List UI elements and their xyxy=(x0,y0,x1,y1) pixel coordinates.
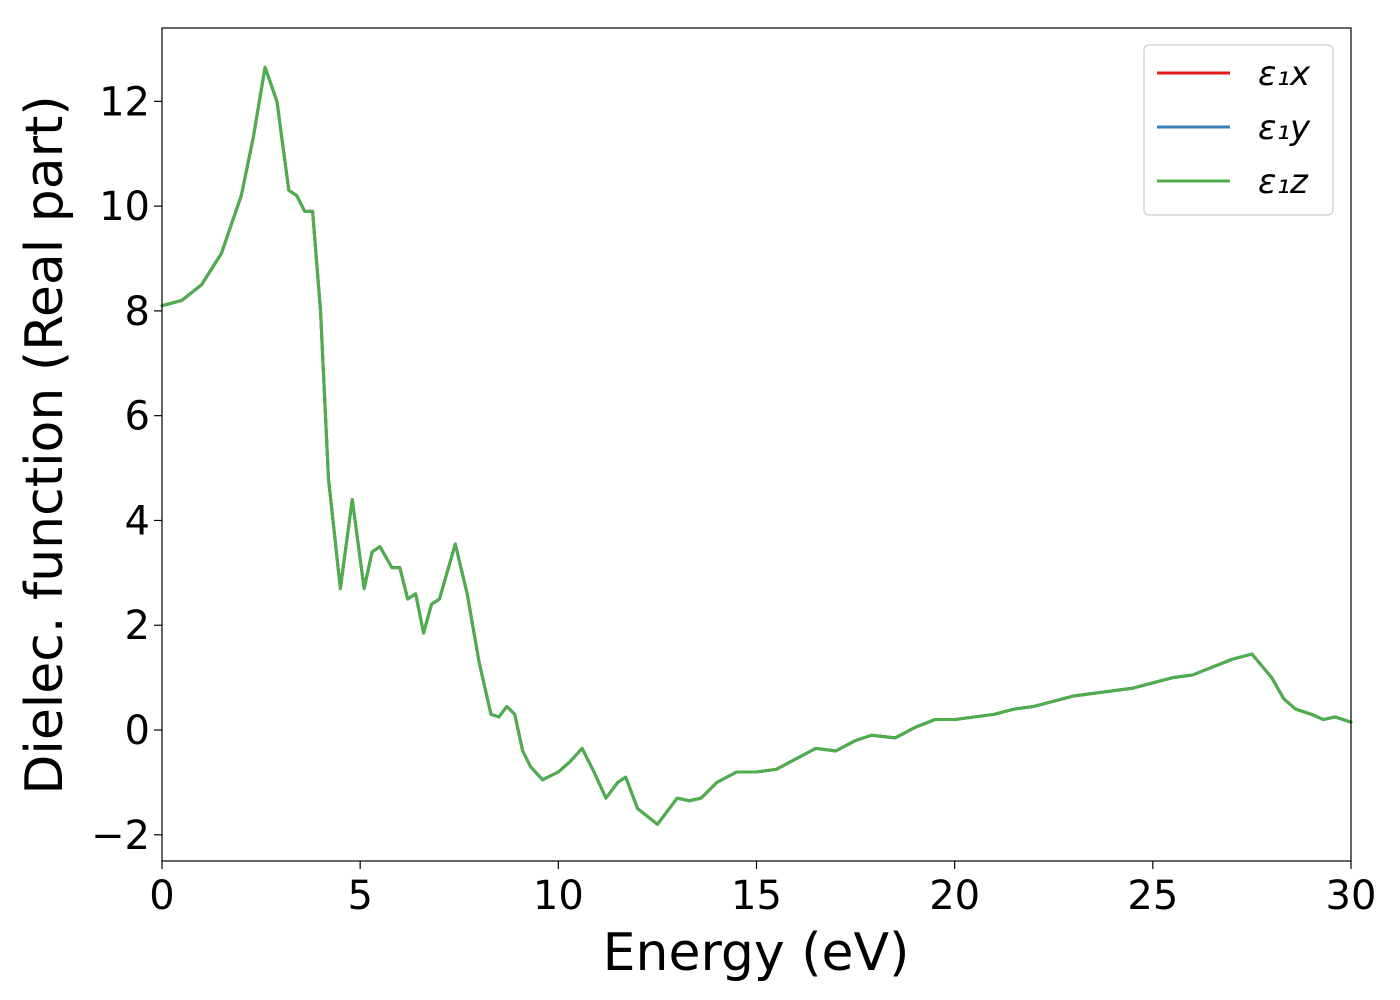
y-tick-label: 6 xyxy=(125,394,150,440)
legend-label: ε₁z xyxy=(1258,162,1309,202)
x-tick-label: 20 xyxy=(929,873,980,919)
y-tick-label: 12 xyxy=(99,79,150,125)
y-axis-title: Dielec. function (Real part) xyxy=(15,95,75,794)
y-tick-label: 10 xyxy=(99,184,150,230)
legend-label: ε₁y xyxy=(1258,108,1311,148)
x-tick-label: 10 xyxy=(533,873,584,919)
y-axis: −2 0 2 4 6 8 10 12 xyxy=(91,79,162,859)
y-tick-label: 0 xyxy=(125,708,150,754)
x-tick-label: 30 xyxy=(1326,873,1377,919)
x-tick-label: 15 xyxy=(731,873,782,919)
y-tick-label: 2 xyxy=(125,603,150,649)
legend-box xyxy=(1143,44,1334,216)
x-tick-label: 5 xyxy=(347,873,372,919)
x-tick-label: 25 xyxy=(1127,873,1178,919)
series-layer xyxy=(160,65,1353,826)
y-tick-label: 8 xyxy=(125,289,150,335)
series-line-3 xyxy=(160,65,1353,826)
y-tick-label: −2 xyxy=(91,813,150,859)
x-axis: 0 5 10 15 20 25 30 xyxy=(149,861,1376,919)
x-tick-label: 0 xyxy=(149,873,174,919)
y-tick-label: 4 xyxy=(125,498,150,544)
x-axis-title: Energy (eV) xyxy=(603,923,910,983)
legend: ε₁x ε₁y ε₁z xyxy=(1143,44,1334,216)
legend-label: ε₁x xyxy=(1258,54,1311,94)
